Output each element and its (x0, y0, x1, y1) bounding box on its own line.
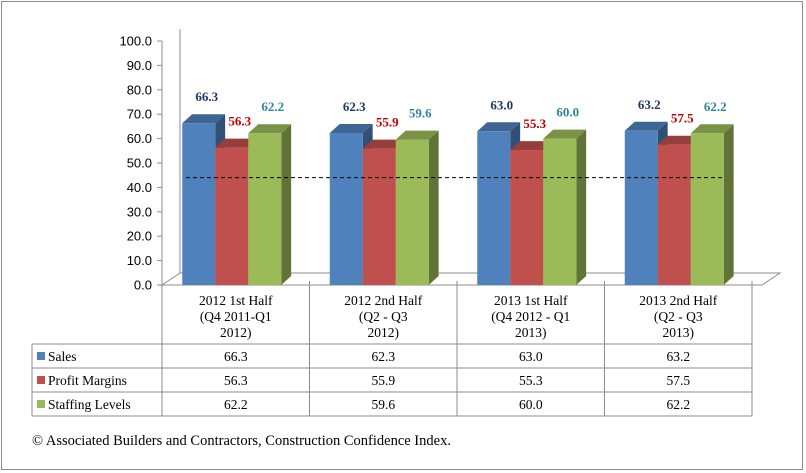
bar-profit-margins (657, 144, 691, 285)
x-category-label: 2013 1st Half (494, 293, 568, 308)
y-tick-label: 80.0 (127, 82, 152, 97)
data-label: 55.3 (523, 116, 546, 131)
x-category-label: 2012 2nd Half (344, 293, 422, 308)
y-tick-label: 60.0 (127, 131, 152, 146)
x-category-label: 2012) (368, 325, 400, 340)
table-cell: 59.6 (371, 397, 395, 412)
x-category-label: (Q4 2011-Q1 (200, 309, 272, 324)
bar-top (690, 124, 734, 134)
y-tick-label: 40.0 (127, 180, 152, 195)
y-tick-label: 10.0 (127, 253, 152, 268)
bar-staffing-levels (543, 138, 577, 285)
bar-side (576, 129, 587, 285)
series-name: Profit Margins (48, 373, 127, 388)
data-label: 62.2 (261, 99, 284, 114)
bar-sales (477, 131, 511, 285)
data-label: 63.2 (638, 97, 661, 112)
y-tick-label: 30.0 (127, 204, 152, 219)
bar-top (215, 138, 259, 148)
bar-top (395, 130, 439, 140)
table-cell: 55.3 (519, 373, 543, 388)
bar-top (329, 123, 373, 133)
y-tick-label: 20.0 (127, 229, 152, 244)
bar-top (624, 121, 668, 131)
table-cell: 57.5 (666, 373, 690, 388)
bar-top (477, 122, 521, 132)
bar-sales (624, 130, 658, 285)
table-cell: 62.2 (666, 397, 690, 412)
data-label: 59.6 (409, 106, 432, 121)
data-label: 62.3 (343, 99, 366, 114)
y-tick-label: 70.0 (127, 107, 152, 122)
bar-top (362, 139, 406, 149)
x-category-label: 2013 2nd Half (639, 293, 717, 308)
bar-profit-margins (215, 147, 249, 285)
data-label: 63.0 (490, 97, 513, 112)
bar-top (657, 135, 701, 145)
x-category-label: 2013) (515, 325, 547, 340)
bar-top (510, 141, 554, 151)
copyright-note: © Associated Builders and Contractors, C… (32, 433, 451, 449)
bar-top (543, 129, 587, 139)
x-category-label: 2013) (663, 325, 695, 340)
table-cell: 62.3 (371, 349, 395, 364)
legend-key-sales (37, 352, 45, 360)
bar-staffing-levels (395, 139, 429, 285)
x-category-label: 2012) (220, 325, 252, 340)
bar-staffing-levels (248, 133, 282, 285)
y-tick-label: 0.0 (134, 278, 152, 293)
bar-sales (182, 123, 216, 285)
bar-sales (329, 132, 363, 285)
y-tick-label: 100.0 (119, 34, 152, 49)
bar-side (723, 124, 734, 286)
table-cell: 66.3 (224, 349, 248, 364)
series-name: Sales (48, 349, 77, 364)
x-category-label: 2012 1st Half (199, 293, 273, 308)
bar-top (248, 124, 292, 134)
y-tick-label: 50.0 (127, 156, 152, 171)
bar-profit-margins (362, 148, 396, 285)
bar-staffing-levels (690, 133, 724, 285)
table-cell: 55.9 (371, 373, 395, 388)
y-tick-label: 90.0 (127, 58, 152, 73)
bar-side (428, 130, 439, 285)
bar-top (182, 114, 226, 124)
table-cell: 60.0 (519, 397, 543, 412)
data-label: 56.3 (228, 114, 251, 129)
table-cell: 63.0 (519, 349, 543, 364)
bar-side (281, 124, 292, 286)
data-label: 66.3 (195, 89, 218, 104)
data-label: 57.5 (671, 111, 694, 126)
data-label: 62.2 (704, 99, 727, 114)
legend-key-staffing-levels (37, 400, 45, 408)
data-label: 55.9 (376, 115, 399, 130)
legend-key-profit-margins (37, 376, 45, 384)
table-cell: 63.2 (666, 349, 690, 364)
series-name: Staffing Levels (48, 397, 131, 412)
x-category-label: (Q2 - Q3 (359, 309, 408, 324)
x-category-label: (Q2 - Q3 (654, 309, 703, 324)
x-category-label: (Q4 2012 - Q1 (491, 309, 570, 324)
data-label: 60.0 (556, 105, 579, 120)
bar-profit-margins (510, 150, 544, 285)
table-cell: 56.3 (224, 373, 248, 388)
table-cell: 62.2 (224, 397, 248, 412)
